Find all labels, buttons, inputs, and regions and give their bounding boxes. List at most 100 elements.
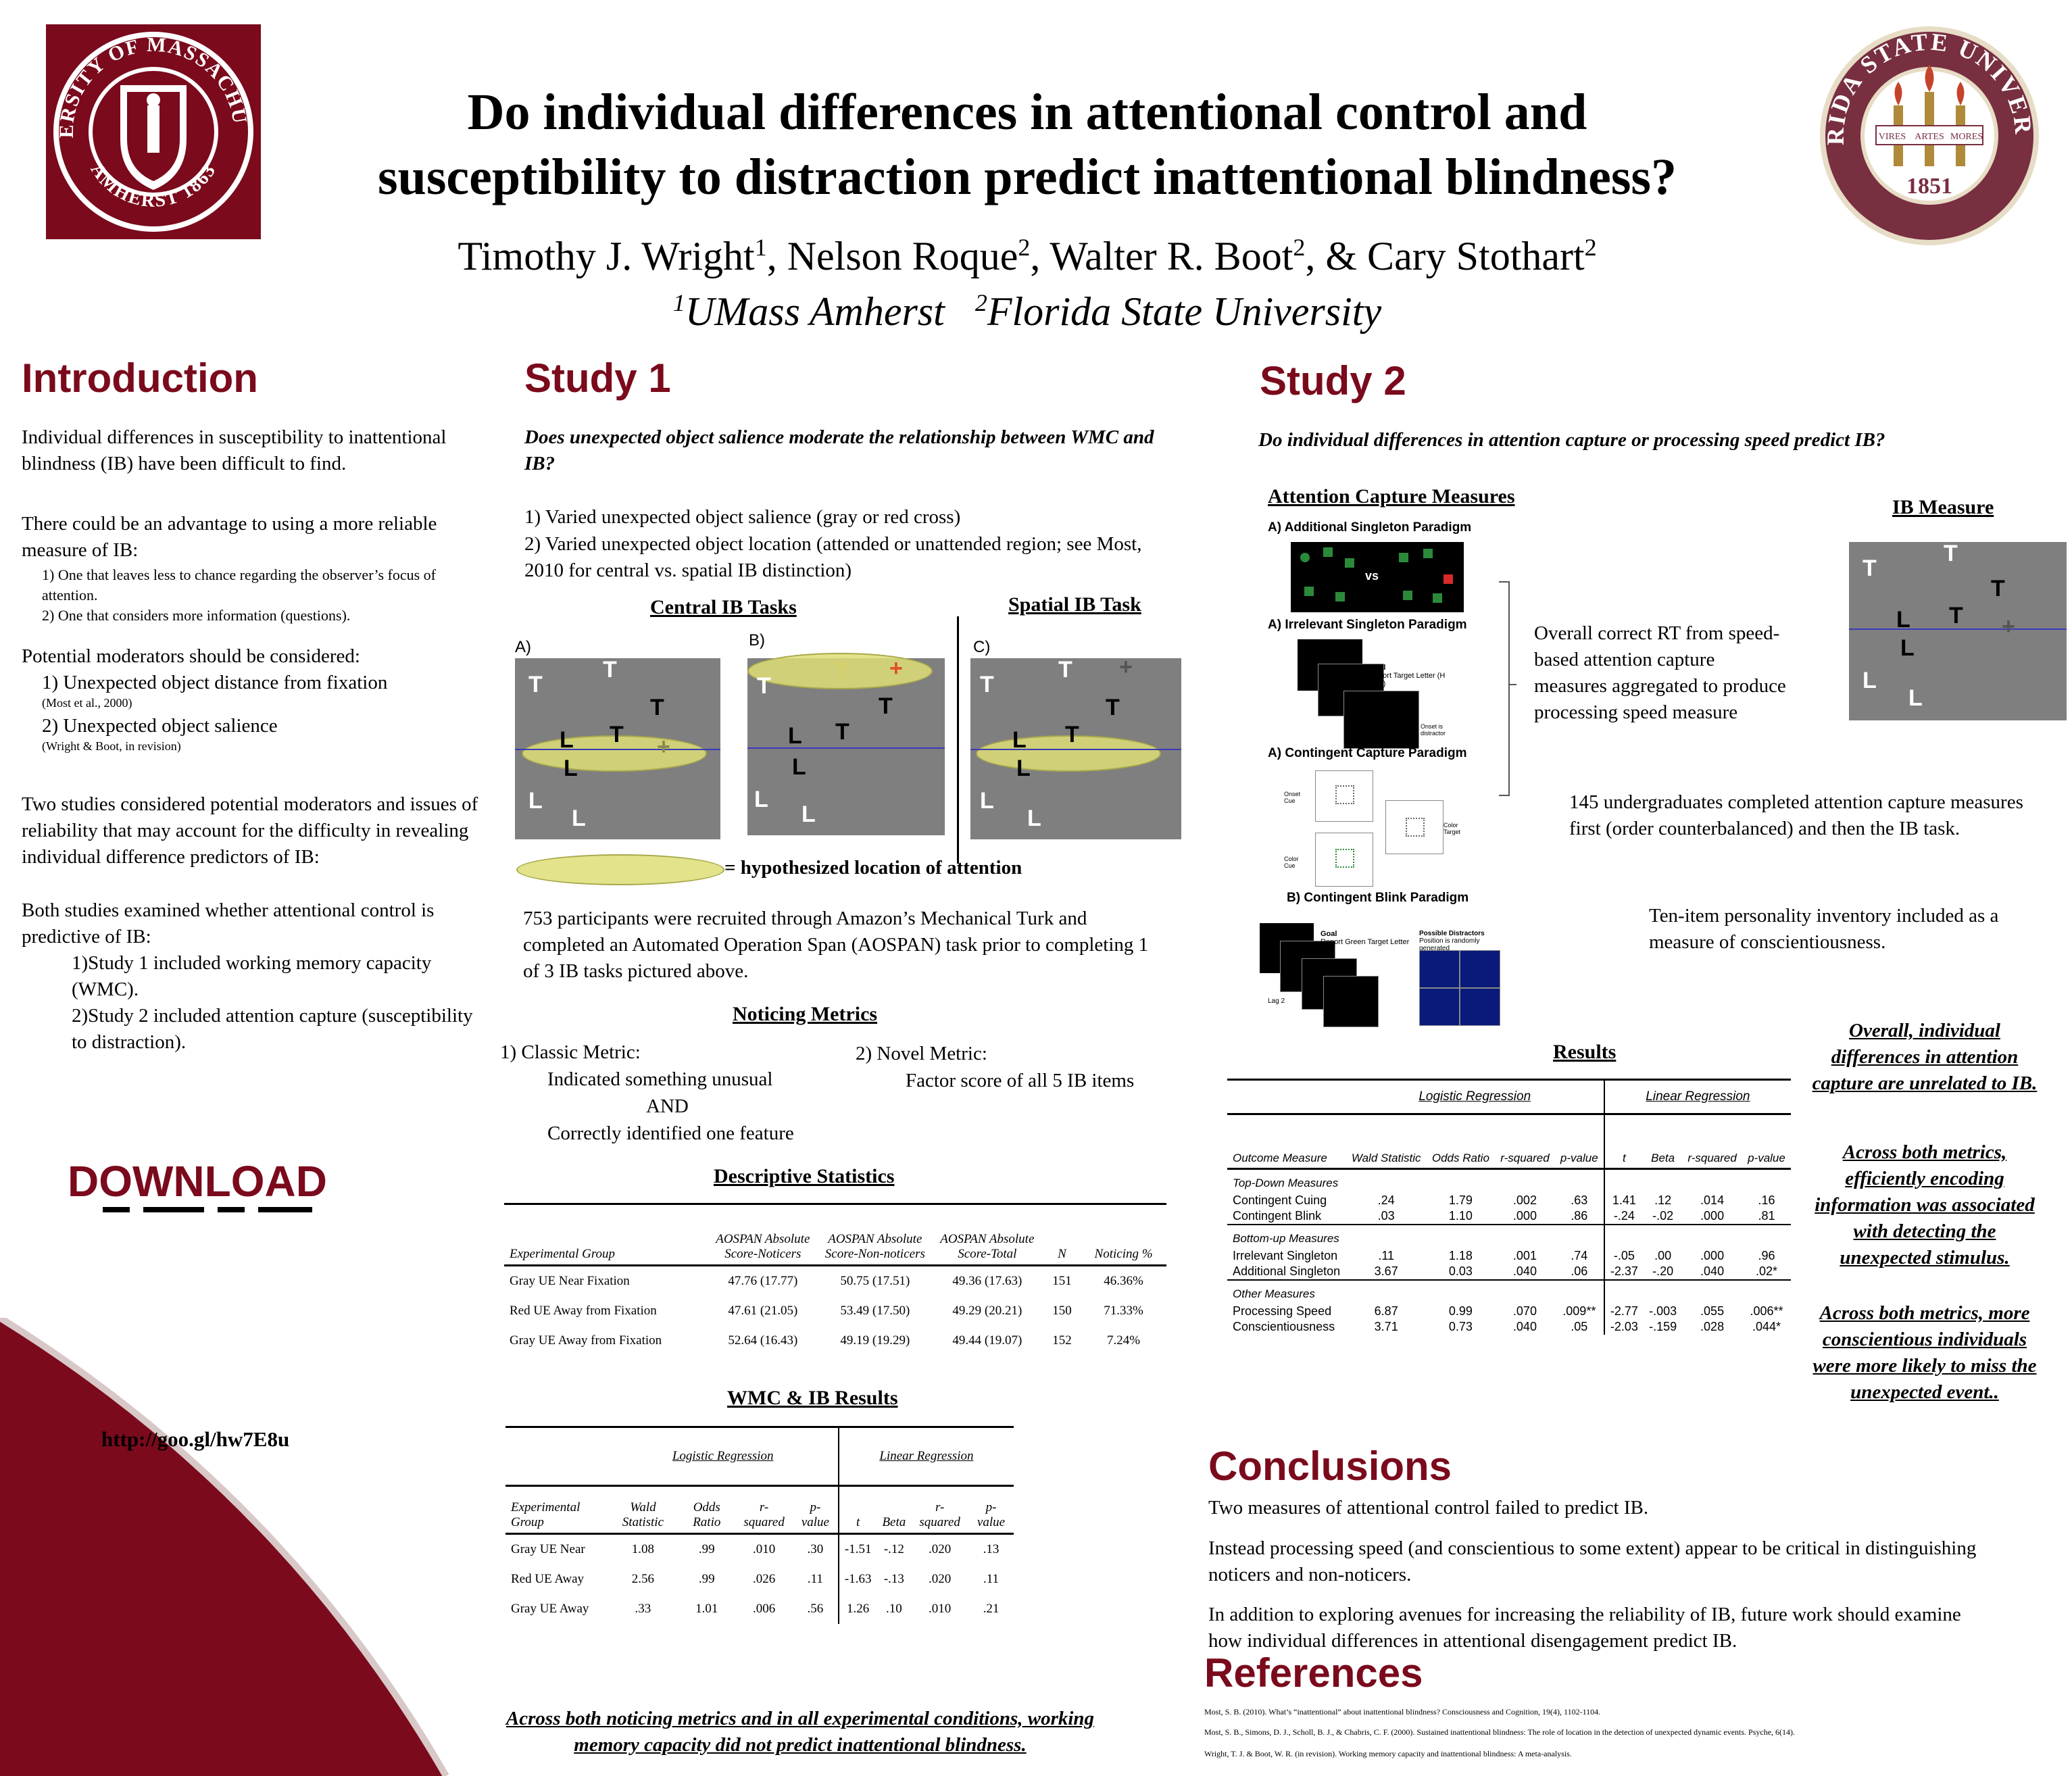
umass-seal-icon: UNIVERSITY OF MASSACHUSETTS AMHERST 1863: [38, 7, 253, 232]
wmc-col-header: Beta: [882, 1515, 906, 1529]
table-cell: .11: [983, 1572, 1000, 1586]
table-cell: .05: [1571, 1320, 1588, 1333]
attention-capture-heading: Attention Capture Measures: [1268, 485, 1515, 508]
red-cross-icon: +: [889, 656, 903, 681]
references-heading: References: [1204, 1650, 1423, 1696]
table-cell: 49.19 (19.29): [840, 1333, 910, 1348]
table-cell: .070: [1512, 1304, 1537, 1318]
table-cell: Irrelevant Singleton: [1233, 1249, 1338, 1262]
onset-distractor-label: Onset is distractor: [1421, 723, 1446, 737]
table-cell: 0.03: [1448, 1264, 1473, 1278]
study2-heading: Study 2: [1260, 358, 1406, 403]
wmc-col-header: p-value: [977, 1500, 1006, 1529]
table-cell: .10: [885, 1602, 902, 1616]
wmc-col-header: Experimental Group: [511, 1500, 581, 1529]
results-group-spacer: [1603, 1280, 1791, 1304]
table-cell: .040: [1512, 1320, 1537, 1333]
intro-p5b: 2)Study 2 included attention capture (su…: [72, 1005, 473, 1053]
paradigm-contingent-capture: A) Contingent Capture Paradigm: [1268, 746, 1467, 760]
table-row: Irrelevant Singleton .11 1.18 .001 .74 -.05 .0…: [1227, 1248, 1791, 1264]
conclusion-1: Two measures of attentional control fail…: [1208, 1497, 1649, 1519]
table-cell: Gray UE Away from Fixation: [510, 1333, 662, 1348]
attention-ellipse: [747, 653, 933, 689]
paradigm-additional-singleton: A) Additional Singleton Paradigm: [1268, 520, 1472, 535]
results-group-label: Top-Down Measures: [1233, 1177, 1339, 1189]
goal-label: Goal: [1369, 664, 1386, 672]
horizon-line: [970, 749, 1181, 750]
ib-display-c: T T + T T L L L L: [970, 654, 1181, 839]
table-cell: .11: [1378, 1249, 1395, 1262]
additional-singleton-display: vs: [1291, 542, 1464, 612]
table-row: Contingent Blink .03 1.10 .000 .86 -.24 -.02 .0…: [1227, 1208, 1791, 1225]
table-cell: 1.01: [695, 1602, 718, 1616]
table-cell: .010: [752, 1542, 776, 1556]
table-cell: 52.64 (16.43): [728, 1333, 798, 1348]
affiliations: 1UMass Amherst 2Florida State University: [284, 278, 1771, 336]
wmc-logistic-header: Logistic Regression: [672, 1449, 774, 1463]
table-cell: 3.67: [1374, 1264, 1398, 1278]
author-sup-3: 2: [1293, 234, 1306, 261]
intro-p3: Potential moderators should be considere…: [22, 645, 360, 667]
table-cell: .040: [1700, 1264, 1725, 1278]
table-cell: .11: [807, 1572, 823, 1586]
wmc-col-header: t: [837, 1485, 877, 1534]
table-cell: 3.71: [1374, 1320, 1398, 1333]
download-label: DOWNLOAD: [68, 1160, 327, 1206]
table-cell: 49.44 (19.07): [952, 1333, 1022, 1348]
table-cell: Gray UE Away: [511, 1602, 589, 1616]
title-line-2: susceptibility to distraction predict in…: [377, 149, 1677, 205]
table-cell: .74: [1571, 1249, 1588, 1262]
study2-side-2: Across both metrics, efficiently encodin…: [1815, 1141, 2035, 1268]
conclusion-2: Instead processing speed (and conscienti…: [1208, 1537, 1977, 1585]
results-col-header: p-value: [1748, 1152, 1785, 1164]
results-group-label: Bottom-up Measures: [1233, 1232, 1339, 1245]
table-cell: 46.36%: [1104, 1274, 1143, 1288]
intro-p4: Two studies considered potential moderat…: [22, 793, 478, 868]
aff-sup-2: 2: [975, 289, 987, 316]
study2-side-1: Overall, individual differences in atten…: [1812, 1020, 2038, 1094]
author-sup-2: 2: [1018, 234, 1031, 261]
study1-item-1: 1) Varied unexpected object salience (gr…: [524, 506, 961, 528]
color-cue-label: Color Cue: [1284, 856, 1299, 869]
table-cell: 53.49 (17.50): [840, 1304, 910, 1318]
results-linear-header: Linear Regression: [1603, 1079, 1791, 1114]
results-group-row: Top-Down Measures: [1227, 1168, 1791, 1193]
goal-desc: Report Target Letter (H or U): [1369, 672, 1446, 688]
table-cell: .044*: [1752, 1320, 1781, 1333]
personality-text: Ten-item personality inventory included …: [1649, 905, 1999, 953]
table-cell: .020: [929, 1572, 952, 1586]
author-3: , Walter R. Boot: [1030, 234, 1293, 278]
vs-label: vs: [1365, 569, 1379, 583]
table-cell: Gray UE Near: [511, 1542, 585, 1556]
novel-metric: 2) Novel Metric:: [856, 1043, 987, 1064]
fsu-word-2: ARTES: [1915, 132, 1944, 142]
horizon-line: [747, 747, 945, 749]
table-cell: .06: [1571, 1264, 1588, 1278]
results-col-header: Odds Ratio: [1431, 1152, 1489, 1164]
table-cell: .000: [1512, 1209, 1537, 1223]
table-cell: -.24: [1603, 1208, 1644, 1225]
download-button[interactable]: DOWNLOAD: [68, 1160, 351, 1220]
results-col-header: r-squared: [1500, 1152, 1550, 1164]
download-url[interactable]: http://goo.gl/hw7E8u: [101, 1427, 290, 1451]
poster-title: Do individual differences in attentional…: [284, 80, 1771, 209]
table-cell: .13: [983, 1542, 1000, 1556]
intro-p1: Individual differences in susceptibility…: [22, 426, 447, 474]
author-sup-4: 2: [1584, 234, 1597, 261]
table-cell: -2.77: [1603, 1304, 1644, 1319]
table-cell: 1.79: [1448, 1193, 1473, 1207]
intro-moderator-2: 2) Unexpected object salience: [42, 715, 278, 737]
table-cell: 1.18: [1448, 1249, 1473, 1262]
color-target-label: Color Target: [1444, 822, 1461, 835]
table-cell: 1.26: [837, 1594, 877, 1624]
results-logistic-header: Logistic Regression: [1419, 1089, 1531, 1104]
table-cell: -.12: [883, 1542, 904, 1556]
affiliation-2: Florida State University: [987, 289, 1382, 334]
qr-fragment-icon: [103, 1207, 351, 1212]
attention-ellipse: [976, 735, 1161, 772]
study1-heading: Study 1: [524, 355, 671, 401]
goal2-desc: Report Green Target Letter: [1321, 938, 1410, 946]
table-cell: .000: [1700, 1209, 1725, 1223]
umass-logo: UNIVERSITY OF MASSACHUSETTS AMHERST 1863: [38, 7, 261, 239]
results-col-header: t: [1603, 1114, 1644, 1169]
